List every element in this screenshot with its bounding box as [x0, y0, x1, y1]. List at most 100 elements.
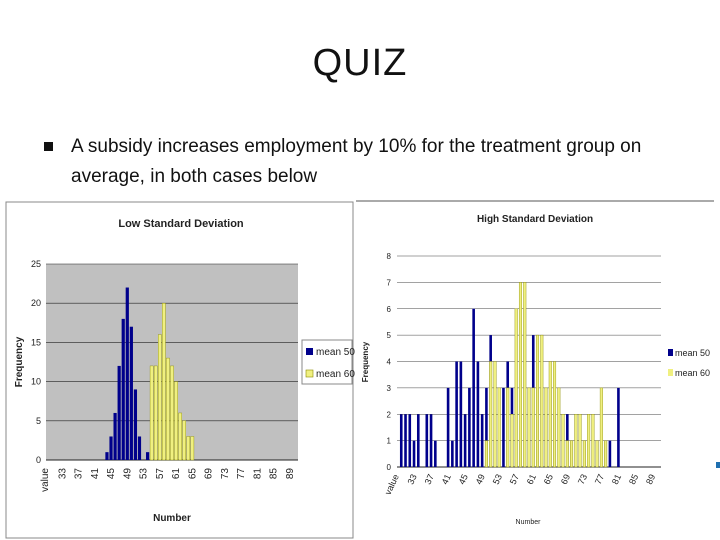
- right-x-tick-label: 61: [525, 473, 538, 486]
- left-legend-swatch-mean50: [306, 348, 313, 355]
- right-x-tick-label: 89: [644, 473, 657, 486]
- right-bar-mean60: [506, 387, 510, 468]
- left-bar-mean60: [162, 303, 166, 461]
- left-x-tick-label: 45: [106, 468, 117, 480]
- right-legend-swatch-mean50: [668, 349, 673, 356]
- bullet-point: A subsidy increases employment by 10% fo…: [44, 132, 684, 192]
- right-bar-mean60: [536, 334, 540, 468]
- left-bar-mean60: [182, 420, 186, 461]
- right-x-tick-label: 41: [440, 473, 453, 486]
- left-y-tick-label: 25: [31, 259, 41, 269]
- left-bar-mean50: [113, 412, 117, 460]
- right-bar-mean50: [480, 414, 484, 467]
- right-bar-mean50: [434, 440, 437, 467]
- left-x-tick-label-value: value: [40, 468, 51, 492]
- right-y-tick-label: 4: [387, 358, 392, 367]
- left-x-tick-label: 41: [90, 468, 101, 480]
- right-bar-mean50: [608, 440, 612, 467]
- right-y-axis-label: Frequency: [361, 341, 370, 382]
- right-bar-mean60: [531, 387, 535, 468]
- right-y-tick-label: 8: [387, 252, 392, 261]
- left-x-tick-label: 65: [187, 468, 198, 480]
- left-x-tick-label: 33: [57, 468, 68, 480]
- left-x-tick-label: 73: [220, 468, 231, 480]
- right-bar-mean60: [582, 440, 586, 468]
- left-x-tick-label: 81: [252, 468, 263, 480]
- right-x-tick-label: 49: [474, 473, 487, 486]
- right-x-tick-label: 65: [542, 473, 555, 486]
- right-x-tick-label: 73: [576, 473, 589, 486]
- right-bar-mean60: [489, 361, 493, 468]
- right-bar-mean50: [429, 414, 433, 467]
- right-bar-mean50: [468, 387, 471, 467]
- right-bar-mean60: [548, 361, 552, 468]
- right-bar-mean50: [617, 387, 620, 467]
- left-x-tick-label: 61: [171, 468, 182, 480]
- right-bar-mean60: [544, 387, 548, 468]
- left-legend-label-mean50: mean 50: [316, 347, 355, 358]
- right-bar-mean50: [408, 414, 412, 467]
- left-y-tick-label: 20: [31, 298, 41, 308]
- right-bar-mean60: [591, 414, 595, 468]
- right-bar-mean60: [604, 440, 608, 468]
- left-y-axis-label: Frequency: [14, 336, 25, 387]
- right-bar-mean60: [565, 440, 569, 468]
- right-bar-mean50: [502, 387, 505, 467]
- right-bar-mean60: [527, 387, 531, 468]
- right-legend: mean 50 mean 60: [665, 344, 715, 382]
- right-bar-mean60: [497, 387, 501, 468]
- right-x-tick-label: 45: [457, 473, 470, 486]
- right-bar-mean60: [510, 414, 514, 468]
- right-bar-mean60: [557, 387, 561, 468]
- right-x-tick-label-value: value: [383, 473, 401, 497]
- right-bar-mean50: [476, 361, 480, 467]
- right-legend-box: [665, 344, 715, 382]
- right-bar-mean60: [523, 282, 527, 468]
- right-legend-label-mean50: mean 50: [675, 348, 710, 358]
- right-y-tick-label: 0: [387, 463, 392, 472]
- right-bar-mean50: [463, 414, 467, 467]
- right-bar-mean60: [518, 282, 522, 468]
- left-x-tick-label: 57: [155, 468, 166, 480]
- slide-title: QUIZ: [312, 42, 408, 84]
- left-x-tick-label: 85: [269, 468, 280, 480]
- left-bar-mean50: [109, 436, 113, 460]
- right-x-tick-label: 85: [627, 473, 640, 486]
- right-bar-mean50: [451, 440, 454, 467]
- left-legend-swatch-mean60: [305, 369, 314, 378]
- right-bar-mean50: [412, 440, 416, 467]
- left-y-tick-label: 5: [36, 416, 41, 426]
- right-bar-mean60: [574, 414, 578, 468]
- right-x-tick-label: 69: [559, 473, 572, 486]
- right-bar-mean60: [553, 361, 557, 468]
- left-x-tick-label: 53: [139, 468, 150, 480]
- right-bar-mean60: [587, 414, 591, 468]
- right-bar-mean50: [425, 414, 429, 467]
- right-bar-mean60: [514, 308, 518, 468]
- right-bar-mean50: [446, 387, 450, 467]
- right-bar-mean60: [540, 334, 544, 468]
- left-legend-label-mean60: mean 60: [316, 369, 355, 380]
- right-x-tick-label: 37: [423, 473, 436, 486]
- right-bar-mean60: [493, 361, 497, 468]
- right-bar-mean60: [570, 440, 574, 468]
- left-x-tick-label: 89: [285, 468, 296, 480]
- right-bar-mean50: [416, 414, 420, 467]
- left-bar-mean60: [158, 334, 162, 461]
- right-bar-mean60: [578, 414, 582, 468]
- right-legend-swatch-mean60: [668, 369, 673, 376]
- right-bar-mean60: [595, 440, 599, 468]
- left-bar-mean50: [117, 365, 121, 460]
- right-y-tick-label: 1: [387, 437, 392, 446]
- left-x-tick-label: 49: [122, 468, 133, 480]
- right-y-tick-label: 7: [387, 278, 392, 287]
- right-bar-mean60: [484, 440, 488, 468]
- left-x-tick-label: 69: [204, 468, 215, 480]
- right-y-tick-label: 2: [387, 410, 392, 419]
- left-bar-mean60: [190, 436, 195, 461]
- left-bar-mean60: [170, 365, 174, 461]
- right-y-tick-label: 3: [387, 384, 392, 393]
- left-bar-mean50: [105, 452, 109, 460]
- left-x-tick-label: 77: [236, 468, 247, 480]
